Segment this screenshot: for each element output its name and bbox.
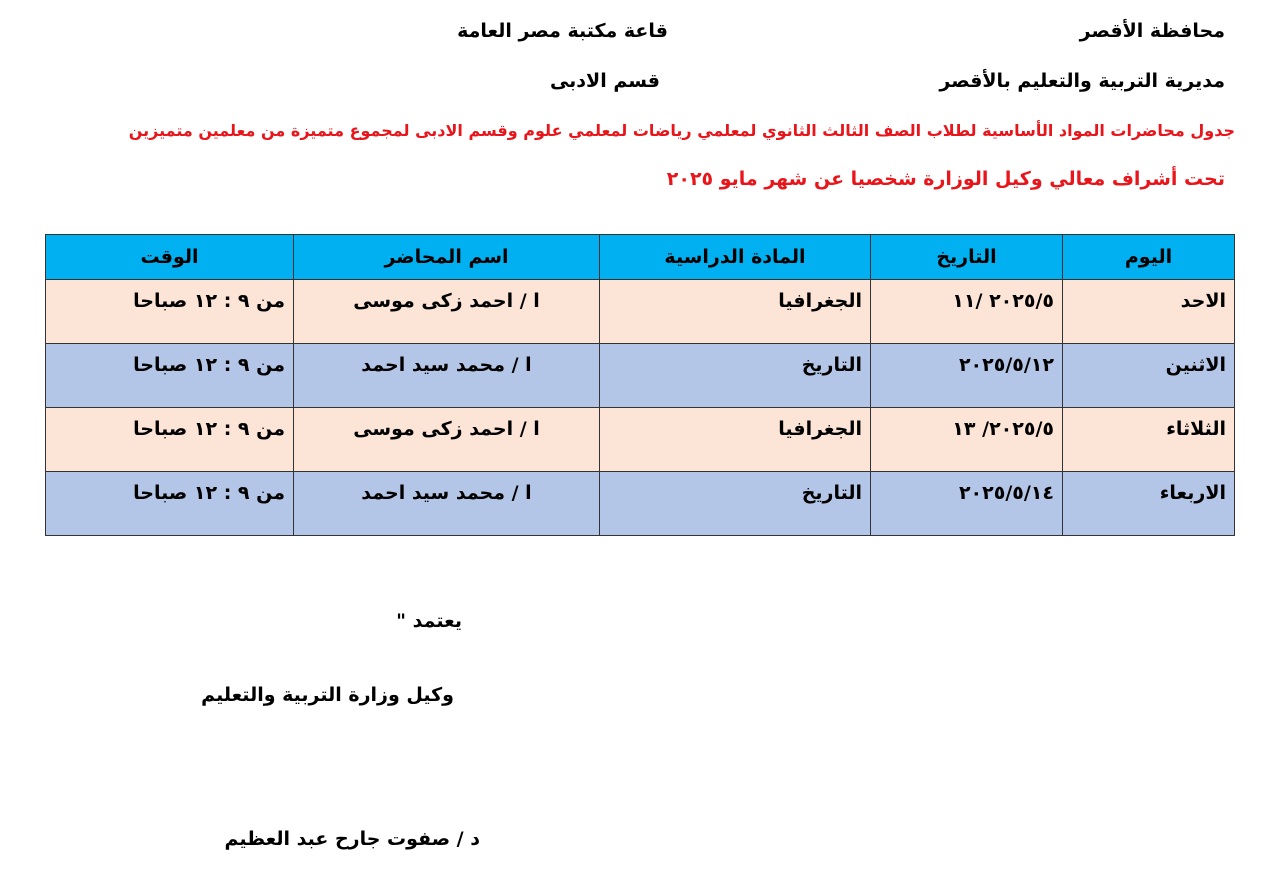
venue: قاعة مكتبة مصر العامة bbox=[457, 20, 668, 42]
signatory-position: وكيل وزارة التربية والتعليم bbox=[201, 684, 454, 706]
governorate: محافظة الأقصر bbox=[1079, 20, 1225, 42]
schedule-table: اليوم التاريخ المادة الدراسية اسم المحاض… bbox=[45, 234, 1235, 536]
date-cell: ٢٠٢٥/٥/ ١٣ bbox=[870, 407, 1063, 472]
signatory-name: د / صفوت جارح عبد العظيم bbox=[224, 828, 480, 850]
approval-label: يعتمد " bbox=[396, 610, 462, 632]
section: قسم الادبى bbox=[549, 70, 660, 92]
lecturer-cell: ا / احمد زكى موسى bbox=[293, 407, 600, 472]
date-cell: ٢٠٢٥/٥ /١١ bbox=[870, 279, 1063, 344]
schedule-subtitle: تحت أشراف معالي وكيل الوزارة شخصيا عن شه… bbox=[666, 168, 1225, 190]
column-header-day: اليوم bbox=[1062, 234, 1235, 280]
day-cell: الاربعاء bbox=[1062, 471, 1235, 536]
table-row: الثلاثاء ٢٠٢٥/٥/ ١٣ الجغرافيا ا / احمد ز… bbox=[45, 407, 1235, 472]
time-cell: من ٩ : ١٢ صباحا bbox=[45, 407, 294, 472]
column-header-subject: المادة الدراسية bbox=[599, 234, 871, 280]
date-cell: ٢٠٢٥/٥/١٤ bbox=[870, 471, 1063, 536]
lecturer-cell: ا / محمد سيد احمد bbox=[293, 343, 600, 408]
subject-cell: الجغرافيا bbox=[599, 279, 871, 344]
subject-cell: التاريخ bbox=[599, 471, 871, 536]
day-cell: الاثنين bbox=[1062, 343, 1235, 408]
lecturer-cell: ا / احمد زكى موسى bbox=[293, 279, 600, 344]
table-header-row: اليوم التاريخ المادة الدراسية اسم المحاض… bbox=[45, 234, 1235, 280]
day-cell: الثلاثاء bbox=[1062, 407, 1235, 472]
column-header-time: الوقت bbox=[45, 234, 294, 280]
subject-cell: الجغرافيا bbox=[599, 407, 871, 472]
day-cell: الاحد bbox=[1062, 279, 1235, 344]
column-header-date: التاريخ bbox=[870, 234, 1063, 280]
time-cell: من ٩ : ١٢ صباحا bbox=[45, 471, 294, 536]
time-cell: من ٩ : ١٢ صباحا bbox=[45, 343, 294, 408]
time-cell: من ٩ : ١٢ صباحا bbox=[45, 279, 294, 344]
table-row: الاحد ٢٠٢٥/٥ /١١ الجغرافيا ا / احمد زكى … bbox=[45, 279, 1235, 344]
table-row: الاربعاء ٢٠٢٥/٥/١٤ التاريخ ا / محمد سيد … bbox=[45, 471, 1235, 536]
date-cell: ٢٠٢٥/٥/١٢ bbox=[870, 343, 1063, 408]
table-row: الاثنين ٢٠٢٥/٥/١٢ التاريخ ا / محمد سيد ا… bbox=[45, 343, 1235, 408]
column-header-lecturer: اسم المحاضر bbox=[293, 234, 600, 280]
directorate: مديرية التربية والتعليم بالأقصر bbox=[939, 70, 1225, 92]
lecturer-cell: ا / محمد سيد احمد bbox=[293, 471, 600, 536]
subject-cell: التاريخ bbox=[599, 343, 871, 408]
schedule-title: جدول محاضرات المواد الأساسية لطلاب الصف … bbox=[128, 121, 1236, 140]
